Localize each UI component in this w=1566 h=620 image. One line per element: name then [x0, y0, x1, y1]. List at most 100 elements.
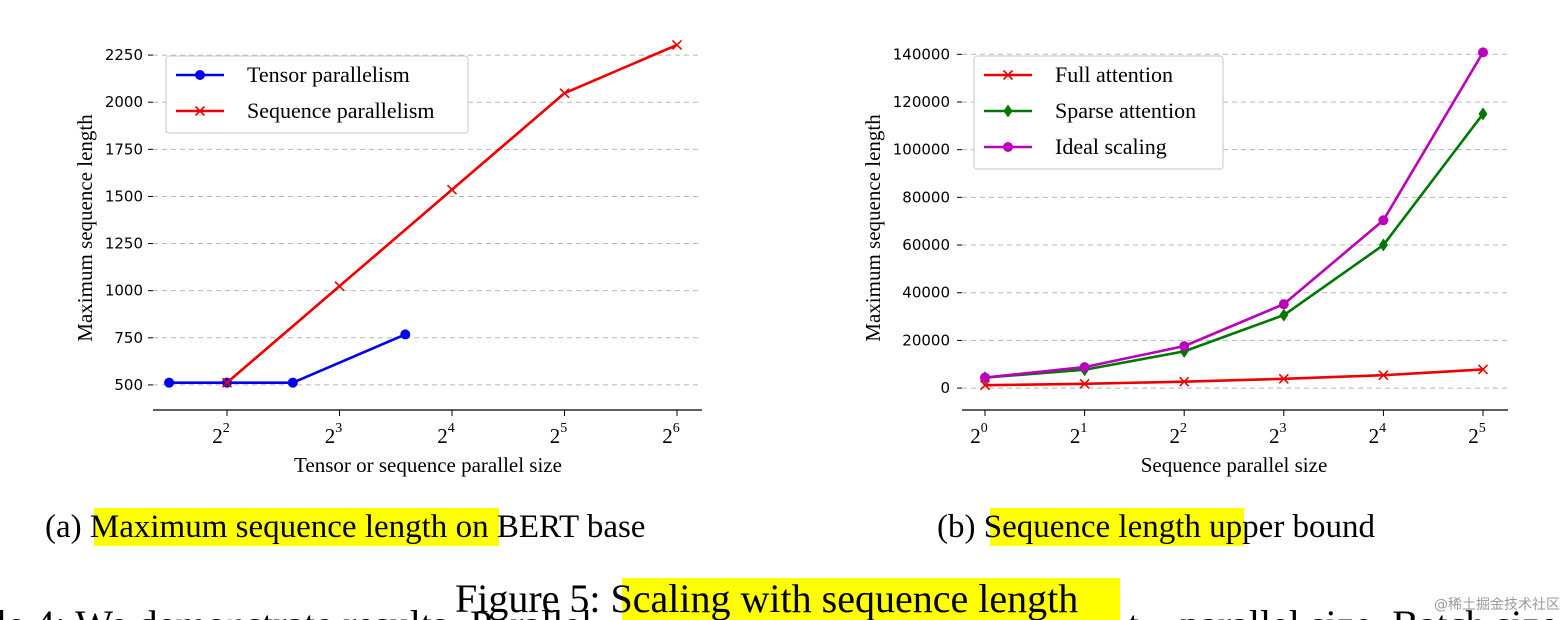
legend-marker	[194, 105, 206, 117]
data-point	[1278, 373, 1289, 384]
series-line	[984, 368, 1484, 387]
panel-b-series	[979, 47, 1489, 391]
y-tick-label: 1500	[105, 187, 143, 205]
x-tick-label: 21	[1070, 421, 1088, 448]
cutoff-text-mid-right: t	[1128, 602, 1139, 620]
y-tick-label: 100000	[893, 141, 950, 159]
y-tick-label: 2250	[105, 46, 143, 64]
panel-a-legend: Tensor parallelism Sequence parallelism	[165, 55, 469, 134]
legend-marker	[1003, 142, 1013, 152]
data-point	[400, 329, 411, 340]
data-point	[1378, 215, 1389, 226]
caption-a-prefix: (a)	[45, 509, 90, 545]
y-tick-label: 120000	[893, 93, 950, 111]
watermark: @稀土掘金技术社区	[1434, 597, 1560, 613]
x-tick-label: 23	[325, 421, 343, 448]
cutoff-text-left: le 4: We demonstrate results	[0, 602, 447, 620]
y-tick-label: 1250	[105, 235, 143, 253]
data-point	[979, 380, 991, 391]
x-tick-label: 24	[437, 421, 455, 448]
x-tick-label: 23	[1269, 421, 1287, 448]
y-tick-label: 0	[940, 379, 950, 397]
panel-b-legend: Full attention Sparse attention Ideal scal…	[973, 55, 1224, 170]
caption-a: (a) Maximum sequence length on BERT base	[45, 509, 645, 545]
data-point	[1477, 364, 1489, 375]
data-point	[1079, 362, 1090, 373]
caption-b-suffix: upper bound	[1201, 509, 1376, 545]
cutoff-text-right: parallel size. Batch size is	[1180, 602, 1566, 620]
panel-b-legend-frame	[973, 55, 1224, 170]
y-tick-label: 140000	[893, 45, 950, 63]
data-point	[287, 377, 298, 388]
y-tick-label: 500	[114, 376, 143, 394]
caption-a-suffix: on BERT base	[447, 509, 645, 545]
caption-b-highlight	[990, 508, 1244, 546]
y-tick-label: 750	[114, 329, 143, 347]
x-tick-label: 20	[970, 421, 988, 448]
data-point	[1179, 376, 1190, 387]
data-point	[1478, 47, 1488, 58]
panel-b-ylabel: Maximum sequence length	[861, 114, 885, 342]
data-point	[164, 377, 175, 388]
y-tick-label: 60000	[902, 236, 950, 254]
data-point	[671, 39, 683, 50]
legend-label: Sequence parallelism	[247, 98, 435, 123]
data-point	[1079, 378, 1090, 389]
x-tick-label: 26	[662, 421, 680, 448]
x-tick-label: 22	[212, 421, 230, 448]
series-line	[169, 333, 406, 384]
panel-b-xlabel: Sequence parallel size	[1141, 453, 1328, 477]
figure-caption-highlight-text: Scaling with sequence length	[611, 576, 1079, 620]
cutoff-text-mid-left: Parallel	[470, 602, 592, 620]
data-point	[1278, 299, 1289, 310]
caption-b-prefix: (b)	[937, 509, 984, 545]
caption-a-highlight-text: Maximum sequence length	[90, 509, 448, 545]
data-point	[1279, 308, 1289, 322]
legend-label: Sparse attention	[1055, 98, 1196, 123]
panel-b-gridlines	[962, 53, 1508, 389]
x-tick-label: 22	[1169, 421, 1187, 448]
caption-a-highlight	[94, 508, 499, 546]
y-tick-label: 80000	[902, 188, 950, 206]
figure-caption: Figure 5: Scaling with sequence length	[455, 576, 1078, 620]
data-point	[1179, 341, 1190, 352]
y-tick-label: 2000	[105, 93, 143, 111]
legend-label: Tensor parallelism	[247, 62, 410, 87]
data-point	[1378, 238, 1388, 252]
figure-caption-highlight	[622, 578, 1120, 620]
panel-a-legend-frame	[165, 55, 469, 134]
legend-label: Full attention	[1055, 62, 1173, 87]
legend-marker	[195, 70, 205, 80]
panel-b: 020000400006000080000100000120000140000 …	[861, 45, 1508, 477]
x-tick-label: 24	[1369, 421, 1387, 448]
y-tick-label: 20000	[902, 331, 950, 349]
caption-b: (b) Sequence length upper bound	[937, 509, 1376, 545]
data-point	[334, 281, 345, 292]
y-tick-label: 40000	[902, 284, 950, 302]
panel-a-ylabel: Maximum sequence length	[73, 114, 97, 342]
legend-marker	[1002, 69, 1014, 81]
data-point	[559, 88, 570, 99]
x-tick-label: 25	[1468, 421, 1486, 448]
series-line	[984, 113, 1485, 379]
data-point	[1378, 370, 1389, 381]
data-point	[221, 377, 233, 388]
data-point	[1478, 107, 1488, 121]
panel-b-x-ticks: 20 21 22 23 24 25	[970, 410, 1486, 448]
panel-a-y-ticks: 500 750 1000 1250 1500 1750 2000 2250	[105, 46, 153, 394]
x-tick-label: 25	[550, 421, 568, 448]
caption-b-highlight-text: Sequence length	[984, 509, 1202, 545]
series-line	[984, 51, 1485, 379]
panel-a-x-ticks: 22 23 24 25 26	[212, 410, 680, 448]
data-point	[446, 184, 458, 195]
figure-caption-prefix: Figure 5:	[455, 576, 611, 620]
panel-a-xlabel: Tensor or sequence parallel size	[294, 453, 562, 477]
legend-marker	[1003, 104, 1013, 118]
data-point	[980, 372, 990, 383]
panel-a-series	[164, 39, 683, 388]
y-tick-label: 1000	[105, 282, 143, 300]
legend-label: Ideal scaling	[1055, 134, 1167, 159]
